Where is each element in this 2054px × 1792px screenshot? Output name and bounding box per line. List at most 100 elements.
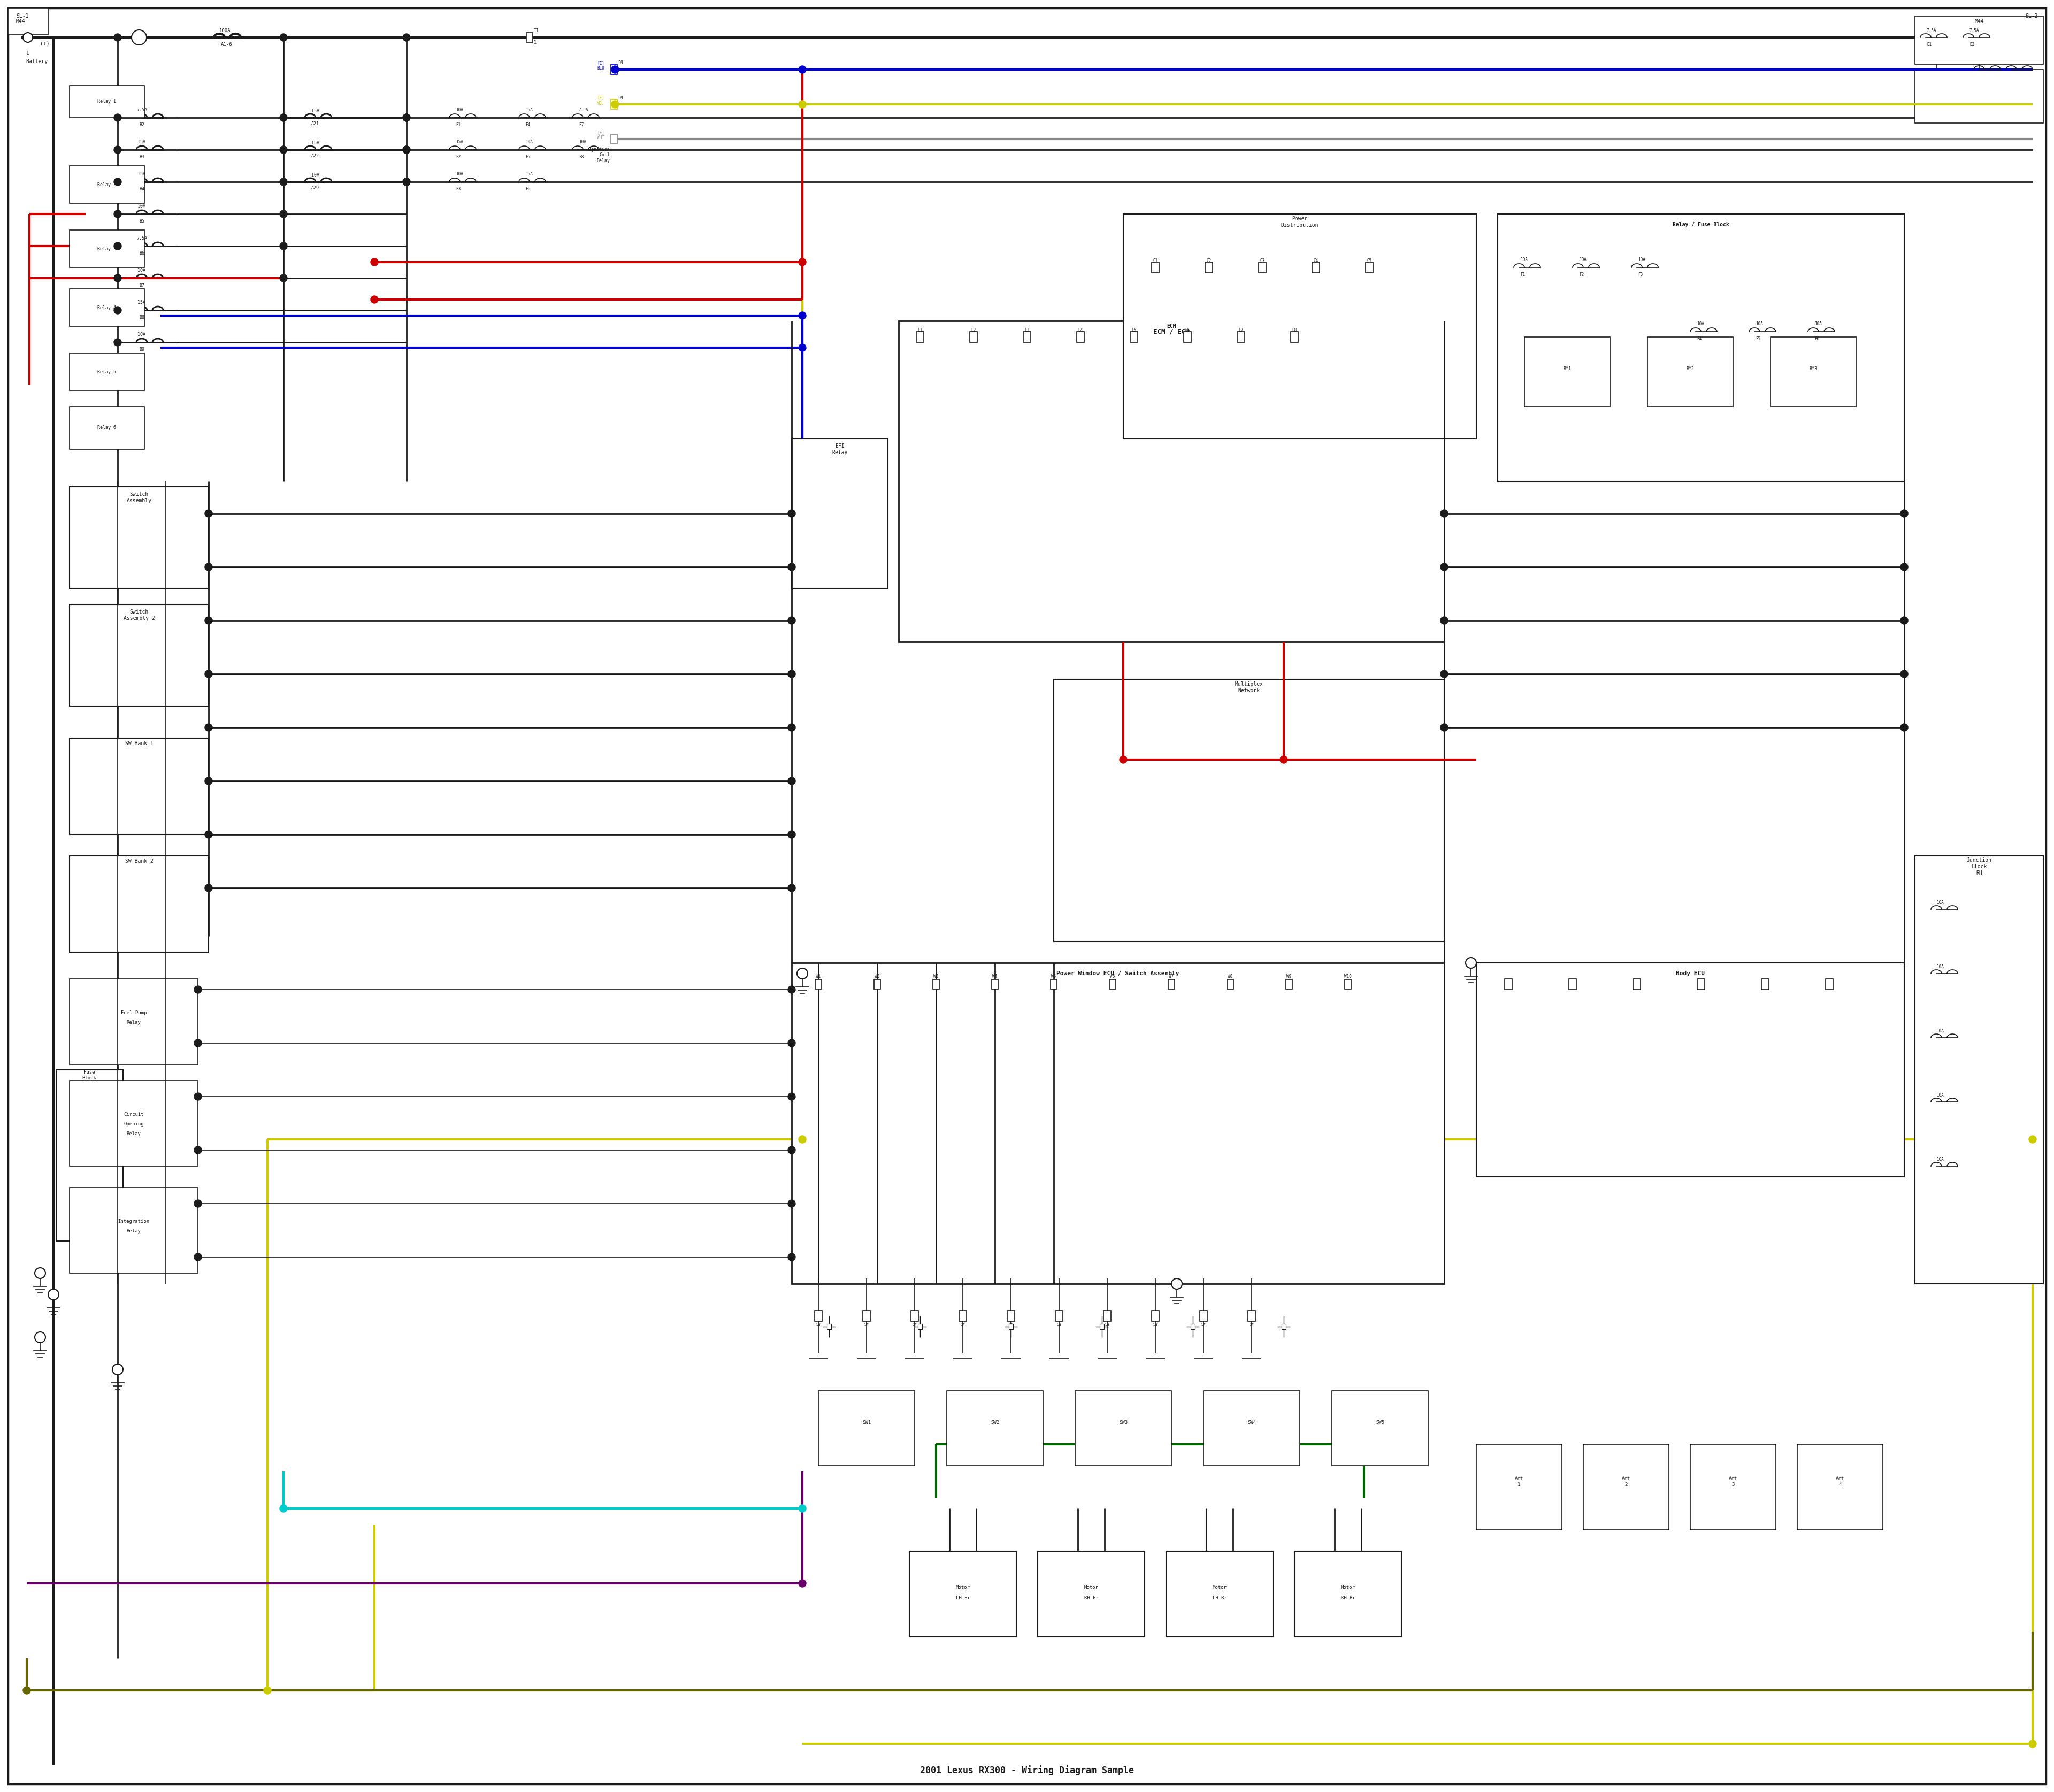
Text: W10: W10 <box>1343 975 1352 978</box>
Bar <box>1259 262 1265 272</box>
Text: [E]: [E] <box>598 131 604 134</box>
Bar <box>1826 978 1832 989</box>
Bar <box>70 167 144 202</box>
Bar <box>70 1188 197 1272</box>
Text: SW: SW <box>912 1322 916 1326</box>
Text: Power
Distribution: Power Distribution <box>1282 217 1319 228</box>
Text: 10A: 10A <box>1697 323 1705 326</box>
Text: C2: C2 <box>1206 258 1212 263</box>
Circle shape <box>113 177 121 186</box>
Text: F1: F1 <box>1520 272 1526 278</box>
Bar <box>55 1070 123 1242</box>
Bar <box>1477 1444 1561 1530</box>
Bar <box>1914 70 2044 124</box>
Bar <box>1366 262 1372 272</box>
Bar <box>70 407 144 450</box>
Text: E4: E4 <box>1078 328 1082 333</box>
Bar <box>969 332 978 342</box>
Circle shape <box>1440 509 1448 518</box>
Bar <box>791 962 1444 1283</box>
Text: 10A: 10A <box>1637 258 1645 262</box>
Text: E6: E6 <box>1185 328 1189 333</box>
Bar <box>1103 1310 1111 1321</box>
Text: Relay 5: Relay 5 <box>99 369 117 375</box>
Text: B4: B4 <box>140 186 144 192</box>
Bar <box>1006 1310 1015 1321</box>
Text: F7: F7 <box>579 124 583 127</box>
Circle shape <box>279 115 288 122</box>
Bar <box>1204 1391 1300 1466</box>
Bar <box>1237 332 1245 342</box>
Text: Relay 2: Relay 2 <box>99 183 117 186</box>
Circle shape <box>1440 616 1448 624</box>
Text: ECM / ECU: ECM / ECU <box>1154 328 1189 335</box>
Text: F3: F3 <box>456 186 460 192</box>
Text: RY3: RY3 <box>1810 367 1818 371</box>
Circle shape <box>113 242 121 249</box>
Circle shape <box>1900 670 1908 677</box>
Bar <box>1206 262 1212 272</box>
Text: 10A: 10A <box>1937 1158 1943 1163</box>
Bar <box>1569 978 1575 989</box>
Text: B6: B6 <box>140 251 144 256</box>
Text: E5: E5 <box>1132 328 1136 333</box>
Bar <box>70 1081 197 1167</box>
Bar <box>815 980 822 989</box>
Text: Motor: Motor <box>1085 1586 1099 1590</box>
Bar <box>947 1391 1043 1466</box>
Text: (+): (+) <box>41 41 49 47</box>
Circle shape <box>1440 670 1448 677</box>
Circle shape <box>113 274 121 281</box>
Bar <box>1009 1324 1013 1330</box>
Bar <box>1506 978 1512 989</box>
Circle shape <box>797 968 807 978</box>
Circle shape <box>195 1039 201 1047</box>
Text: Relay: Relay <box>127 1229 142 1235</box>
Text: WHT: WHT <box>598 136 604 140</box>
Bar <box>791 439 887 588</box>
Text: W6: W6 <box>1109 975 1115 978</box>
Text: 59: 59 <box>618 61 622 66</box>
Circle shape <box>205 883 212 892</box>
Circle shape <box>23 1686 31 1693</box>
Bar <box>1152 262 1158 272</box>
Text: SW1: SW1 <box>863 1421 871 1425</box>
Text: 15A: 15A <box>526 108 532 113</box>
Text: 15A: 15A <box>526 172 532 177</box>
Circle shape <box>403 115 411 122</box>
Circle shape <box>1900 563 1908 572</box>
Bar <box>916 332 924 342</box>
Text: Fuel Pump: Fuel Pump <box>121 1011 146 1016</box>
Text: T1: T1 <box>534 29 538 34</box>
Text: SL-2: SL-2 <box>2025 13 2038 18</box>
Bar <box>1076 332 1085 342</box>
Circle shape <box>799 1505 805 1512</box>
Text: 2001 Lexus RX300 - Wiring Diagram Sample: 2001 Lexus RX300 - Wiring Diagram Sample <box>920 1765 1134 1776</box>
Circle shape <box>205 778 212 785</box>
Text: W7: W7 <box>1169 975 1175 978</box>
Text: W8: W8 <box>1228 975 1232 978</box>
Text: SW: SW <box>1058 1322 1062 1326</box>
Circle shape <box>370 296 378 303</box>
Bar <box>900 321 1444 642</box>
Text: F3: F3 <box>1637 272 1643 278</box>
Bar <box>8 7 47 34</box>
Text: Power Window ECU / Switch Assembly: Power Window ECU / Switch Assembly <box>1056 971 1179 977</box>
Text: SW5: SW5 <box>1376 1421 1384 1425</box>
Circle shape <box>113 1364 123 1374</box>
Circle shape <box>1171 1278 1183 1288</box>
Text: Act
3: Act 3 <box>1729 1477 1738 1487</box>
Circle shape <box>205 563 212 572</box>
Bar <box>1771 337 1857 407</box>
Circle shape <box>789 883 795 892</box>
Text: 10A: 10A <box>456 108 462 113</box>
Circle shape <box>1440 563 1448 572</box>
Text: 10A: 10A <box>1937 964 1943 969</box>
Text: Junction
Block
RH: Junction Block RH <box>1966 858 1992 876</box>
Text: LH Fr: LH Fr <box>955 1597 969 1600</box>
Text: 10A: 10A <box>138 333 146 337</box>
Text: A21: A21 <box>312 122 318 127</box>
Text: B9: B9 <box>140 348 144 353</box>
Text: Ignition
Coil
Relay: Ignition Coil Relay <box>587 147 610 163</box>
Text: E7: E7 <box>1239 328 1243 333</box>
